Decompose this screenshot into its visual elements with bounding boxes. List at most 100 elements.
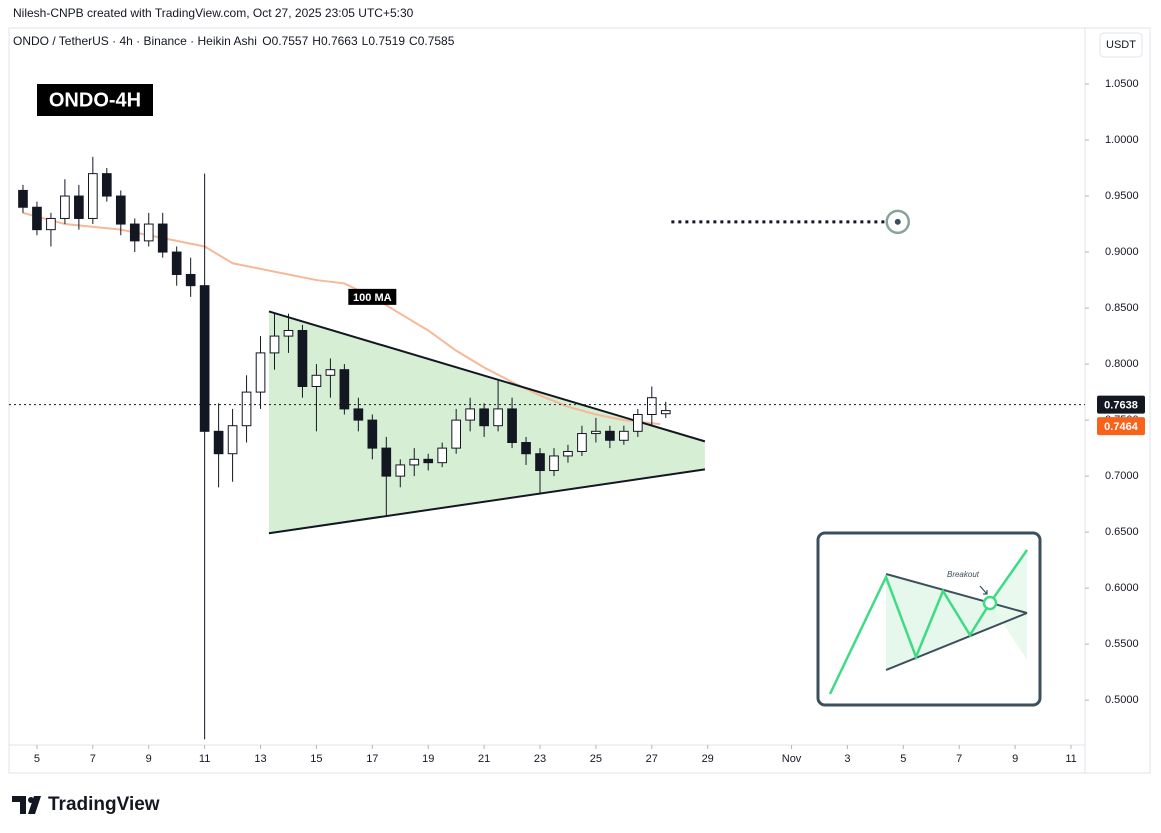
x-tick-label: 7	[956, 753, 962, 765]
x-tick-label: 3	[844, 753, 850, 765]
candle-body	[549, 455, 559, 472]
candle-body	[395, 464, 406, 477]
candle-body	[269, 335, 280, 354]
inset-line	[885, 573, 1028, 614]
x-tick-label: 9	[146, 753, 152, 765]
candle-body	[255, 352, 266, 393]
ohlc-value: 0.7585	[417, 34, 455, 48]
candle-body	[632, 414, 643, 432]
x-tick-label: 21	[478, 753, 490, 765]
inset-arrow	[979, 585, 988, 595]
candle-body	[409, 458, 420, 466]
ohlc-key: H	[312, 34, 321, 48]
x-tick-label: 23	[534, 753, 546, 765]
ohlc-key: C	[409, 34, 418, 48]
brand: TradingView	[48, 794, 160, 815]
candle-body	[353, 408, 364, 421]
candle-body	[88, 173, 98, 219]
ma-price-label: 0.7464	[1104, 421, 1139, 433]
symbol-line: ONDO / TetherUS · 4h · Binance · Heikin …	[13, 34, 454, 48]
ohlc-value: 0.7557	[271, 34, 309, 48]
y-tick-label: 0.9500	[1105, 190, 1139, 202]
x-tick-label: 27	[646, 753, 658, 765]
x-tick-label: 5	[900, 753, 906, 765]
y-tick-label: 0.8500	[1105, 302, 1139, 314]
x-tick-label: 5	[34, 753, 40, 765]
x-tick-label: 19	[422, 753, 434, 765]
candle-body	[563, 450, 573, 457]
candle-body	[199, 285, 210, 432]
candle-body	[367, 419, 378, 449]
x-tick-label: 15	[310, 753, 322, 765]
chart-title: ONDO-4H	[49, 89, 141, 111]
x-tick-label: 11	[1065, 753, 1076, 765]
candle-body	[619, 430, 629, 441]
inset-fill	[990, 550, 1027, 660]
candle-body	[32, 206, 42, 231]
candle-body	[437, 447, 448, 464]
title-box	[37, 84, 153, 116]
x-tick-label: 13	[254, 753, 266, 765]
ma-label: 100 MA	[353, 292, 392, 304]
candle-body	[115, 195, 126, 225]
logo: TradingView	[12, 794, 160, 815]
candle-body	[74, 195, 84, 219]
y-tick-label: 0.6000	[1105, 582, 1139, 594]
credit: Nilesh-CNPB created with TradingView.com…	[13, 6, 414, 20]
candle-body	[297, 329, 308, 387]
y-tick-label: 0.6500	[1105, 526, 1139, 538]
candle-body	[339, 369, 350, 410]
ohlc-value: 0.7663	[320, 34, 358, 48]
candle-body	[660, 410, 671, 415]
currency: USDT	[1106, 39, 1136, 51]
candle-body	[143, 223, 154, 242]
x-tick-label: 29	[702, 753, 714, 765]
currency-box[interactable]	[1099, 32, 1143, 58]
inset-label: Breakout	[947, 570, 980, 579]
frame	[8, 27, 1151, 774]
x-tick-label: 25	[590, 753, 602, 765]
ohlc-key: O	[262, 34, 272, 48]
ma-label-box	[348, 288, 397, 305]
y-tick-label: 0.5000	[1105, 694, 1139, 706]
last-price-box	[1097, 395, 1145, 414]
candle-body	[535, 453, 545, 472]
candle-body	[171, 251, 182, 275]
x-tick-label: 9	[1012, 753, 1018, 765]
candle-body	[213, 430, 224, 455]
x-tick-label: 11	[199, 753, 210, 765]
y-tick-label: 0.8000	[1105, 358, 1139, 370]
plot: 0.50000.55000.60000.65000.70000.75000.80…	[9, 78, 1145, 765]
candle-body	[646, 397, 657, 416]
candle-body	[479, 408, 489, 427]
candle-body	[465, 408, 475, 421]
candle-body	[129, 223, 140, 242]
inset-breakout-point	[982, 595, 998, 611]
candle-body	[451, 419, 462, 449]
trendline	[268, 310, 706, 443]
y-tick-label: 0.5500	[1105, 638, 1139, 650]
ohlc-key: L	[361, 34, 369, 48]
target-dot	[894, 218, 901, 225]
candle-body	[101, 173, 112, 197]
y-tick-label: 0.7000	[1105, 470, 1139, 482]
x-tick-label: 17	[366, 753, 378, 765]
candle-body	[605, 430, 615, 441]
candle-body	[227, 425, 238, 455]
inset-diagram: Breakout	[816, 531, 1042, 707]
symbol: ONDO / TetherUS · 4h · Binance · Heikin …	[13, 34, 257, 48]
candle-body	[18, 189, 28, 208]
inset-line	[885, 612, 1028, 671]
logo-mark	[12, 796, 41, 814]
candle-body	[521, 442, 531, 455]
logo-dot	[28, 797, 34, 803]
candle-body	[423, 458, 434, 464]
candle-body	[507, 408, 517, 444]
ohlc-value: 0.7519	[368, 34, 406, 48]
candle-body	[591, 430, 601, 435]
candle-body	[241, 391, 252, 427]
last-price-label: 0.7638	[1104, 400, 1138, 412]
candle-body	[325, 369, 336, 376]
